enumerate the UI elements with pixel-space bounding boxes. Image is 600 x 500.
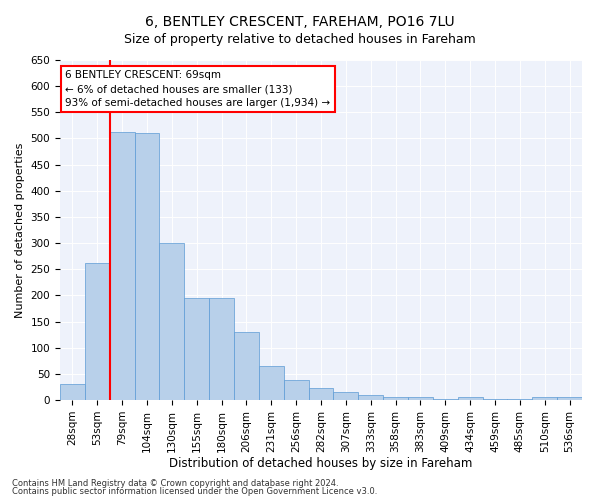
Bar — [358, 395, 383, 400]
Bar — [408, 398, 433, 400]
Y-axis label: Number of detached properties: Number of detached properties — [15, 142, 25, 318]
Text: 6, BENTLEY CRESCENT, FAREHAM, PO16 7LU: 6, BENTLEY CRESCENT, FAREHAM, PO16 7LU — [145, 15, 455, 29]
Bar — [184, 298, 209, 400]
Bar — [383, 398, 408, 400]
Bar — [557, 398, 582, 400]
Bar — [284, 380, 308, 400]
Text: Size of property relative to detached houses in Fareham: Size of property relative to detached ho… — [124, 32, 476, 46]
Bar — [85, 263, 110, 400]
Bar — [334, 392, 358, 400]
Bar — [60, 384, 85, 400]
Bar — [308, 388, 334, 400]
Bar — [482, 399, 508, 400]
Bar — [458, 398, 482, 400]
Bar — [209, 298, 234, 400]
Text: 6 BENTLEY CRESCENT: 69sqm
← 6% of detached houses are smaller (133)
93% of semi-: 6 BENTLEY CRESCENT: 69sqm ← 6% of detach… — [65, 70, 331, 108]
Text: Contains public sector information licensed under the Open Government Licence v3: Contains public sector information licen… — [12, 487, 377, 496]
Bar — [532, 398, 557, 400]
X-axis label: Distribution of detached houses by size in Fareham: Distribution of detached houses by size … — [169, 458, 473, 470]
Text: Contains HM Land Registry data © Crown copyright and database right 2024.: Contains HM Land Registry data © Crown c… — [12, 478, 338, 488]
Bar — [134, 133, 160, 400]
Bar — [160, 243, 184, 400]
Bar — [433, 399, 458, 400]
Bar — [110, 132, 134, 400]
Bar — [259, 366, 284, 400]
Bar — [508, 399, 532, 400]
Bar — [234, 332, 259, 400]
